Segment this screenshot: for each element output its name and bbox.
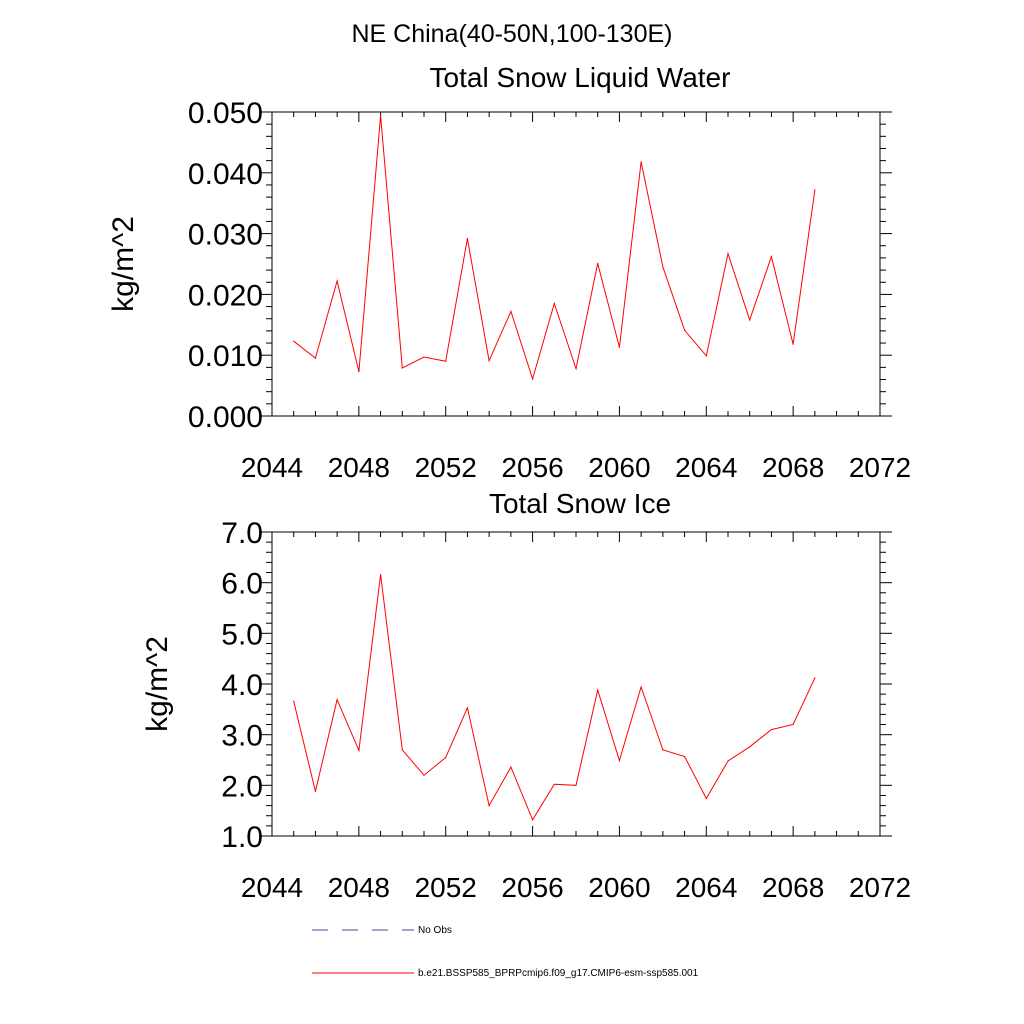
data-point (727, 760, 729, 762)
data-point (358, 749, 360, 751)
data-point (705, 355, 707, 357)
series-line-model (293, 115, 816, 381)
data-point (379, 573, 382, 576)
data-point (618, 346, 621, 348)
data-point (314, 357, 317, 359)
y-tick-label: 0.040 (188, 158, 263, 191)
data-point (640, 686, 642, 688)
y-tick-label: 0.010 (188, 340, 263, 373)
x-tick-label: 2064 (675, 452, 737, 483)
data-point (423, 356, 425, 358)
data-point (466, 707, 469, 709)
data-point (814, 189, 816, 191)
y-tick-label: 0.050 (188, 97, 263, 130)
data-point (445, 756, 447, 759)
data-point (293, 340, 295, 342)
y-tick-label: 4.0 (221, 669, 263, 702)
data-point (336, 699, 338, 701)
data-point (423, 774, 425, 776)
data-point (336, 280, 338, 282)
y-tick-label: 7.0 (221, 517, 263, 550)
data-point (814, 677, 816, 679)
y-axis-label: kg/m^2 (107, 216, 140, 312)
data-point (466, 237, 469, 240)
data-point (314, 790, 317, 793)
legend-label-no-obs: No Obs (418, 925, 452, 936)
data-point (749, 319, 751, 321)
legend-label-model: b.e21.BSSP585_BPRPcmip6.f09_g17.CMIP6-es… (418, 968, 699, 979)
data-point (770, 729, 773, 731)
data-point (705, 797, 707, 800)
data-point (683, 329, 686, 331)
data-point (488, 805, 490, 807)
chart-title: Total Snow Liquid Water (430, 62, 731, 93)
x-tick-label: 2056 (501, 872, 563, 903)
data-point (510, 766, 512, 768)
series-line-model (293, 574, 816, 821)
data-point (575, 367, 577, 370)
x-tick-label: 2048 (328, 872, 390, 903)
x-ticks (271, 532, 881, 836)
data-point (401, 749, 403, 751)
x-tick-label: 2044 (241, 872, 303, 903)
x-tick-label: 2072 (849, 452, 911, 483)
data-point (531, 378, 534, 380)
y-tick-label: 3.0 (221, 720, 263, 753)
plot-frame (271, 111, 881, 417)
figure-title: NE China(40-50N,100-130E) (351, 20, 672, 48)
data-point (575, 784, 577, 786)
data-point (401, 367, 403, 369)
data-point (488, 360, 490, 362)
data-point (792, 343, 794, 345)
x-tick-label: 2056 (501, 452, 563, 483)
x-tick-label: 2068 (762, 452, 824, 483)
x-tick-label: 2064 (675, 872, 737, 903)
x-ticks (271, 112, 881, 416)
y-tick-label: 0.000 (188, 401, 263, 434)
data-point (662, 749, 664, 751)
data-point (553, 783, 555, 785)
data-point (293, 700, 295, 702)
legend: No Obs b.e21.BSSP585_BPRPcmip6.f09_g17.C… (312, 925, 699, 979)
data-point (553, 302, 555, 305)
data-point (597, 689, 599, 691)
y-tick-label: 0.020 (188, 279, 263, 312)
x-tick-label: 2052 (415, 872, 477, 903)
y-tick-label: 5.0 (221, 618, 263, 651)
data-point (379, 115, 382, 117)
data-point (727, 253, 729, 255)
x-tick-label: 2068 (762, 872, 824, 903)
x-tick-label: 2060 (588, 872, 650, 903)
chart-title: Total Snow Ice (489, 488, 671, 519)
data-point (640, 161, 642, 163)
data-point (445, 360, 447, 362)
x-tick-label: 2052 (415, 452, 477, 483)
y-tick-label: 0.030 (188, 219, 263, 252)
plot-frame (271, 531, 881, 837)
y-ticks (260, 111, 892, 417)
panel-snow-liquid-water: Total Snow Liquid Water kg/m^2 2044 2048 205… (107, 62, 911, 483)
panel-snow-ice: Total Snow Ice kg/m^2 2044 2048 2052 2056 2060… (141, 488, 911, 903)
y-axis-label: kg/m^2 (141, 636, 174, 732)
data-point (770, 256, 773, 258)
data-point (792, 723, 794, 726)
y-tick-label: 2.0 (221, 770, 263, 803)
x-tick-label: 2060 (588, 452, 650, 483)
data-point (510, 310, 512, 313)
x-tick-label: 2044 (241, 452, 303, 483)
y-tick-label: 6.0 (221, 568, 263, 601)
data-point (597, 262, 599, 264)
x-tick-label: 2072 (849, 872, 911, 903)
data-point (618, 759, 621, 762)
data-point (749, 746, 751, 748)
data-point (531, 819, 534, 821)
x-tick-label: 2048 (328, 452, 390, 483)
y-tick-label: 1.0 (221, 821, 263, 854)
data-point (662, 266, 664, 268)
data-point (683, 755, 686, 758)
data-point (358, 371, 360, 373)
y-ticks (260, 531, 892, 837)
